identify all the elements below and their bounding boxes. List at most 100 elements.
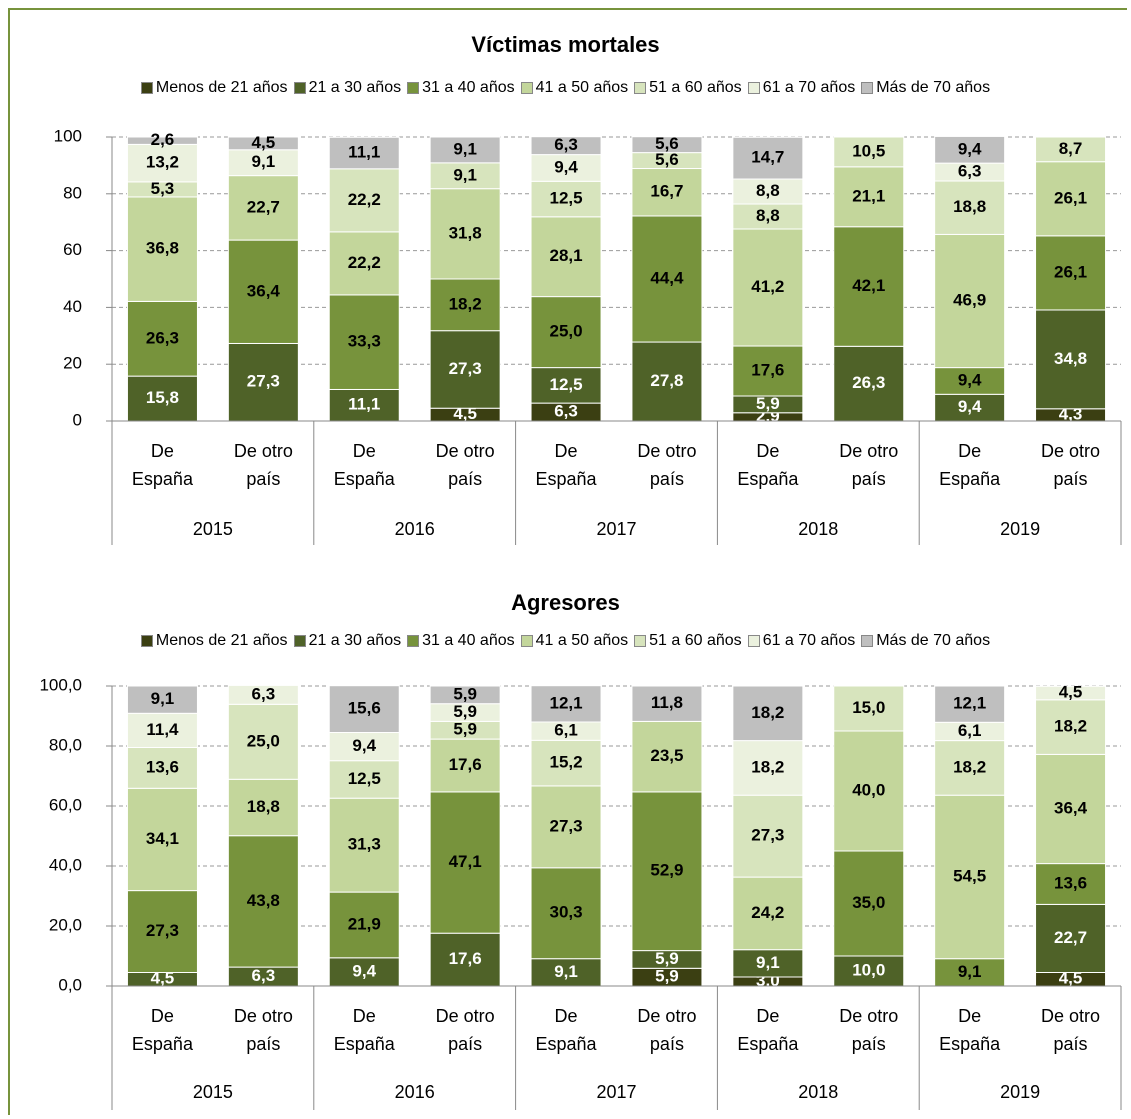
- data-label: 18,2: [449, 294, 482, 313]
- category-label: De otro país: [1041, 1006, 1101, 1054]
- bar-segment: [530, 367, 602, 404]
- bar-segment: [732, 685, 804, 742]
- data-label: 12,5: [550, 189, 583, 208]
- bar-segment: [530, 296, 602, 369]
- bar-segment: [833, 166, 905, 228]
- legend-label: 31 a 40 años: [422, 79, 515, 96]
- y-tick-label: 100: [54, 126, 82, 145]
- data-label: 34,8: [1054, 349, 1087, 368]
- y-tick-label: 80,0: [49, 735, 82, 754]
- data-label: 5,9: [453, 720, 477, 739]
- y-tick-label: 20: [63, 354, 82, 373]
- data-label: 36,8: [146, 239, 179, 258]
- data-label: 22,2: [348, 190, 381, 209]
- bar-segment: [732, 345, 804, 397]
- y-tick-label: 60,0: [49, 795, 82, 814]
- bar-segment: [530, 136, 602, 156]
- legend: Menos de 21 años 21 a 30 años 31 a 40 años…: [0, 632, 1131, 650]
- y-tick-label: 60: [63, 240, 82, 259]
- data-label: 15,2: [550, 753, 583, 772]
- data-label: 27,3: [449, 359, 482, 378]
- data-label: 36,4: [1054, 798, 1088, 817]
- data-label: 6,1: [958, 721, 982, 740]
- bar-segment: [530, 154, 602, 182]
- bar-segment: [833, 685, 905, 732]
- bar-segment: [328, 685, 400, 734]
- data-label: 30,3: [550, 903, 583, 922]
- legend-label: 41 a 50 años: [535, 79, 629, 96]
- legend-swatch: [293, 82, 306, 94]
- legend-label: Más de 70 años: [876, 79, 991, 96]
- bar-segment: [227, 342, 299, 422]
- bar-segment: [1035, 699, 1107, 755]
- bar-segment: [934, 135, 1006, 164]
- chart-title: Víctimas mortales: [471, 32, 660, 57]
- legend-swatch: [747, 82, 760, 94]
- bar-segment: [732, 876, 804, 951]
- bar-segment: [732, 740, 804, 796]
- data-label: 25,0: [550, 322, 583, 341]
- y-tick-label: 20,0: [49, 915, 82, 934]
- data-label: 10,0: [852, 960, 885, 979]
- category-label: De otro país: [637, 1006, 697, 1054]
- bar-segment: [1035, 863, 1107, 905]
- bar-segment: [227, 684, 299, 705]
- data-label: 5,9: [453, 684, 477, 703]
- data-label: 8,8: [756, 206, 780, 225]
- legend-label: 51 a 60 años: [649, 79, 742, 96]
- legend-label: Más de 70 años: [876, 632, 991, 649]
- bar-segment: [631, 685, 703, 722]
- data-label: 6,3: [554, 402, 578, 421]
- legend-item: Más de 70 años: [861, 79, 990, 97]
- bar-segment: [227, 136, 299, 151]
- data-label: 23,5: [650, 746, 683, 765]
- legend-label: 41 a 50 años: [535, 632, 629, 649]
- data-label: 9,1: [151, 689, 175, 708]
- data-label: 18,2: [751, 757, 784, 776]
- bar-segment: [227, 703, 299, 780]
- data-label: 18,8: [247, 797, 280, 816]
- legend-label: 21 a 30 años: [308, 79, 402, 96]
- data-label: 18,8: [953, 197, 986, 216]
- legend-item: 21 a 30 años: [293, 632, 402, 650]
- bar-segment: [227, 149, 299, 177]
- legend-swatch: [520, 82, 533, 94]
- bar-segment: [732, 178, 804, 205]
- bar-segment: [530, 685, 602, 723]
- bar-segment: [429, 932, 501, 987]
- category-label: De otro país: [637, 441, 697, 489]
- data-label: 9,1: [958, 962, 982, 981]
- data-label: 27,8: [650, 371, 683, 390]
- data-label: 40,0: [852, 780, 885, 799]
- bar-segment: [126, 143, 198, 183]
- bar-segment: [429, 791, 501, 934]
- bar-segment: [1035, 903, 1107, 974]
- category-label: De otro país: [233, 441, 293, 489]
- group-label: 2015: [192, 519, 233, 539]
- data-label: 18,2: [1054, 717, 1087, 736]
- bar-segment: [227, 835, 299, 968]
- data-label: 36,4: [247, 281, 281, 300]
- bar-segment: [631, 341, 703, 422]
- data-label: 4,5: [1059, 969, 1083, 988]
- legend-label: 61 a 70 años: [762, 79, 856, 96]
- bar-segment: [934, 180, 1006, 235]
- legend-item: Menos de 21 años: [140, 632, 288, 650]
- legend-label: 21 a 30 años: [308, 632, 402, 649]
- legend-item: 51 a 60 años: [634, 79, 742, 97]
- category-label: De España: [131, 441, 193, 489]
- data-label: 6,3: [252, 966, 276, 985]
- data-label: 42,1: [852, 276, 885, 295]
- legend-item: 51 a 60 años: [634, 632, 742, 650]
- legend-swatch: [634, 82, 647, 94]
- bar-segment: [227, 175, 299, 241]
- data-label: 41,2: [751, 277, 784, 296]
- bar-segment: [328, 760, 400, 799]
- data-label: 9,4: [352, 736, 376, 755]
- legend-swatch: [140, 82, 153, 94]
- data-label: 12,1: [550, 693, 583, 712]
- data-label: 24,2: [751, 903, 784, 922]
- bar-segment: [429, 136, 501, 164]
- bar-segment: [833, 850, 905, 957]
- category-label: De otro país: [839, 441, 899, 489]
